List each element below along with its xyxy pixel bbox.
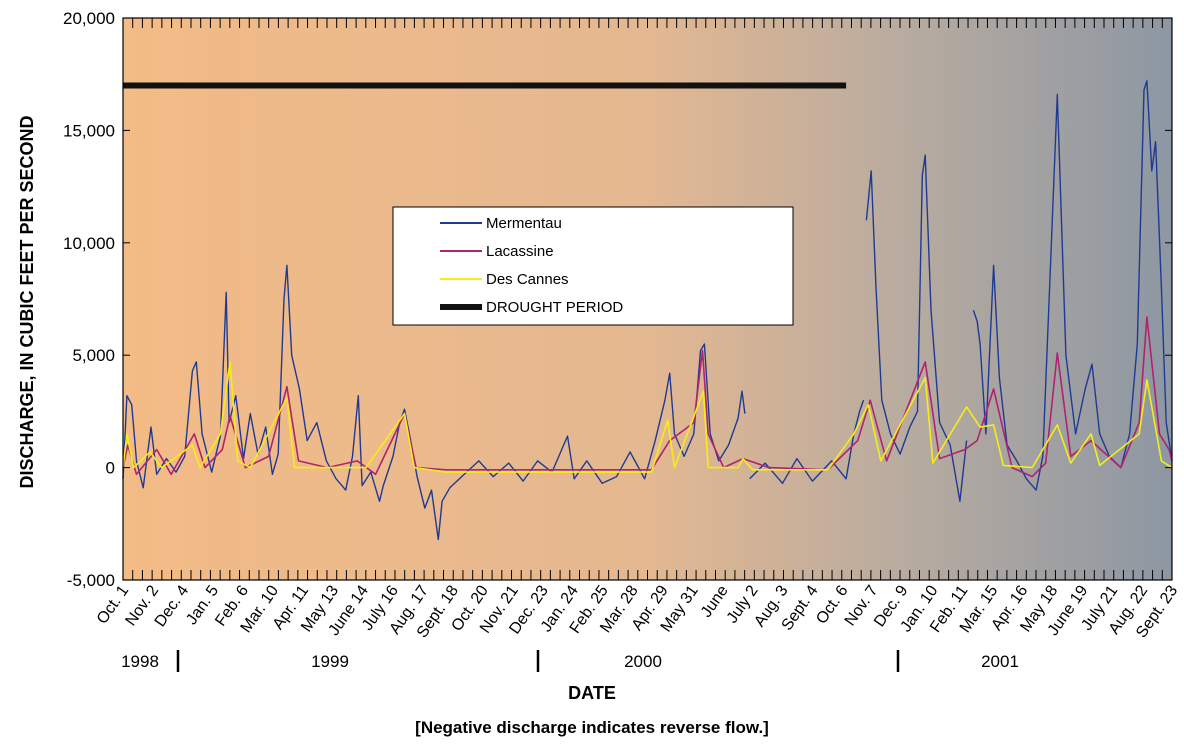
y-tick-label: 20,000	[63, 9, 115, 28]
y-tick-label: -5,000	[67, 571, 115, 590]
y-tick-label: 10,000	[63, 234, 115, 253]
year-label: 1998	[121, 652, 159, 671]
legend-label: Lacassine	[486, 243, 554, 260]
y-tick-label: 5,000	[72, 346, 115, 365]
year-label: 2001	[981, 652, 1019, 671]
series-layer	[122, 80, 1173, 541]
legend-label: DROUGHT PERIOD	[486, 299, 623, 316]
chart-note: [Negative discharge indicates reverse fl…	[415, 718, 769, 737]
legend-label: Des Cannes	[486, 271, 569, 288]
y-tick-label: 15,000	[63, 121, 115, 140]
legend: Mermentau Lacassine Des Cannes DROUGHT PERI…	[392, 206, 794, 326]
y-tick-label: 0	[106, 459, 115, 478]
year-axis: 1998 1999 2000 2001	[121, 650, 1019, 672]
legend-label: Mermentau	[486, 215, 562, 232]
y-axis: -5,000 0 5,000 10,000 15,000 20,000	[63, 9, 1172, 590]
year-label: 1999	[311, 652, 349, 671]
x-axis-title: DATE	[568, 683, 616, 703]
series-line-mermentau	[122, 80, 1173, 541]
series-line-des-cannes	[122, 361, 1173, 473]
year-label: 2000	[624, 652, 662, 671]
y-axis-title: DISCHARGE, IN CUBIC FEET PER SECOND	[17, 115, 37, 488]
series-line-lacassine	[122, 316, 1173, 478]
